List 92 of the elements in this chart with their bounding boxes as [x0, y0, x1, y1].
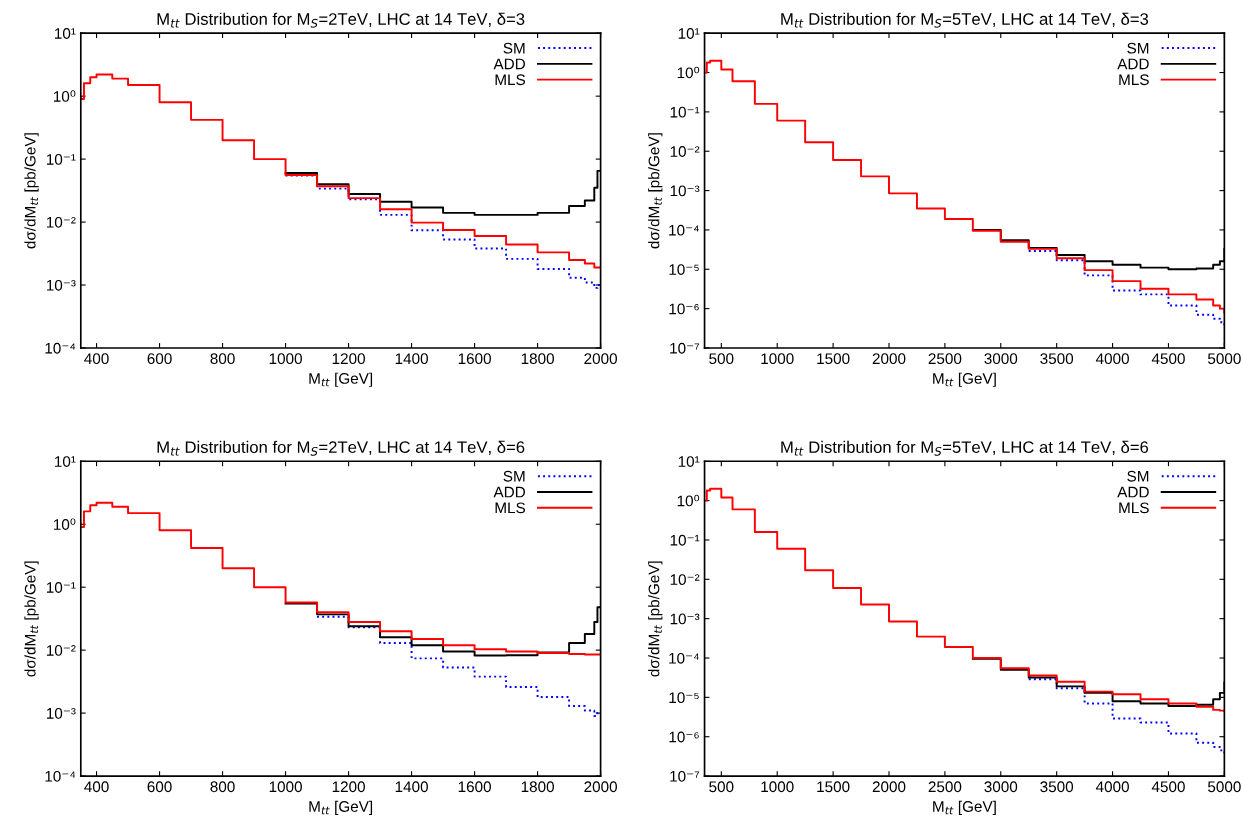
y-tick-label: 10⁻¹ — [46, 582, 76, 593]
x-tick-label: 2000 — [872, 781, 906, 793]
legend-label: SM — [1127, 470, 1149, 482]
y-tick-label: 10⁰ — [53, 518, 76, 530]
x-tick-label: 5000 — [1207, 781, 1241, 793]
x-tick-label: 1400 — [395, 353, 428, 365]
y-tick-label: 10⁻³ — [670, 613, 700, 625]
x-tick-label: 500 — [709, 781, 734, 793]
x-tick-label: 1200 — [332, 781, 365, 793]
x-tick-label: 600 — [147, 781, 172, 793]
x-tick-label: 1800 — [521, 353, 554, 365]
y-tick-label: 10⁻¹ — [670, 534, 700, 546]
x-tick-label: 1800 — [521, 781, 554, 793]
x-tick-label: 1400 — [395, 781, 428, 793]
x-tick-label: 1000 — [269, 781, 302, 793]
y-tick-label: 10⁻⁷ — [670, 770, 700, 782]
legend-label: SM — [503, 42, 525, 54]
y-tick-label: 10¹ — [678, 456, 700, 467]
x-tick-label: 1200 — [332, 353, 365, 365]
y-tick-label: 10⁻¹ — [670, 106, 700, 118]
y-tick-label: 10¹ — [55, 456, 76, 467]
legend-label: SM — [1127, 42, 1149, 54]
chart-title: M$_{tt}$ Distribution for M$_{S}$=2TeV, LHC at 14 TeV, δ=6 — [157, 440, 525, 456]
y-tick-label: 10⁻² — [670, 146, 700, 157]
legend-label: MLS — [495, 74, 526, 86]
y-tick-label: 10⁻⁶ — [669, 303, 699, 315]
y-tick-label: 10¹ — [678, 28, 700, 39]
y-axis-title: dσ/dM$_{tt}$ [pb/GeV] — [648, 561, 663, 677]
y-tick-label: 10⁻⁷ — [670, 342, 700, 354]
x-tick-label: 2000 — [872, 353, 906, 365]
y-tick-label: 10⁻² — [670, 574, 700, 586]
x-tick-label: 800 — [210, 781, 235, 793]
x-tick-label: 3500 — [1040, 781, 1074, 793]
x-axis-title: M$_{tt}$ [GeV] — [309, 372, 373, 387]
legend-label: SM — [503, 470, 525, 482]
y-tick-label: 10⁻⁴ — [45, 342, 76, 354]
x-tick-label: 800 — [210, 353, 235, 365]
x-axis-title: M$_{tt}$ [GeV] — [933, 800, 996, 815]
x-axis-title: M$_{tt}$ [GeV] — [933, 372, 996, 387]
legend-label: ADD — [1117, 486, 1149, 498]
x-tick-label: 2000 — [584, 353, 617, 365]
x-tick-label: 4000 — [1095, 781, 1129, 793]
x-tick-label: 4000 — [1095, 353, 1129, 365]
y-tick-label: 10⁻³ — [670, 185, 700, 197]
x-tick-label: 3000 — [984, 781, 1018, 793]
x-tick-label: 1500 — [817, 353, 850, 365]
x-tick-label: 500 — [709, 353, 734, 365]
legend-label: MLS — [1119, 74, 1149, 86]
x-axis-title: M$_{tt}$ [GeV] — [309, 800, 373, 815]
y-tick-label: 10⁰ — [53, 90, 76, 102]
y-tick-label: 10⁰ — [677, 66, 700, 79]
legend-label: MLS — [495, 502, 526, 514]
x-tick-label: 4500 — [1151, 781, 1185, 793]
x-tick-label: 1600 — [458, 353, 491, 365]
legend-label: ADD — [493, 58, 525, 70]
y-axis-title: dσ/dM$_{tt}$ [pb/GeV] — [648, 133, 663, 249]
y-tick-label: 10⁻⁴ — [45, 770, 76, 782]
x-tick-label: 3000 — [984, 353, 1018, 365]
x-tick-label: 5000 — [1207, 353, 1241, 365]
x-tick-label: 1500 — [817, 781, 850, 793]
y-tick-label: 10⁻⁶ — [669, 731, 699, 743]
chart-title: M$_{tt}$ Distribution for M$_{S}$=5TeV, LHC at 14 TeV, δ=3 — [781, 12, 1149, 28]
y-tick-label: 10⁻⁴ — [669, 652, 699, 664]
x-tick-label: 400 — [84, 781, 109, 793]
y-tick-label: 10⁻³ — [46, 279, 76, 291]
y-axis-title: dσ/dM$_{tt}$ [pb/GeV] — [24, 561, 39, 677]
y-tick-label: 10⁻² — [46, 645, 76, 656]
x-tick-label: 1600 — [458, 781, 491, 793]
legend-label: ADD — [1117, 58, 1149, 70]
x-tick-label: 1000 — [761, 353, 794, 365]
y-axis-title: dσ/dM$_{tt}$ [pb/GeV] — [24, 133, 39, 249]
y-tick-label: 10⁰ — [677, 494, 700, 507]
x-tick-label: 2500 — [928, 781, 962, 793]
y-tick-label: 10⁻⁵ — [669, 692, 699, 704]
x-tick-label: 2500 — [928, 353, 962, 365]
y-tick-label: 10⁻³ — [46, 707, 76, 719]
y-tick-label: 10⁻⁴ — [669, 224, 699, 236]
chart-title: M$_{tt}$ Distribution for M$_{S}$=5TeV, LHC at 14 TeV, δ=6 — [781, 440, 1149, 456]
x-tick-label: 3500 — [1040, 353, 1074, 365]
legend-label: ADD — [493, 486, 525, 498]
y-tick-label: 10⁻² — [46, 216, 76, 228]
x-tick-label: 1000 — [761, 781, 794, 793]
y-tick-label: 10¹ — [55, 28, 76, 39]
x-tick-label: 1000 — [269, 353, 302, 365]
y-tick-label: 10⁻¹ — [46, 153, 76, 165]
x-tick-label: 2000 — [584, 781, 617, 793]
x-tick-label: 600 — [147, 353, 172, 365]
y-tick-label: 10⁻⁵ — [669, 264, 699, 275]
chart-title: M$_{tt}$ Distribution for M$_{S}$=2TeV, LHC at 14 TeV, δ=3 — [157, 12, 525, 28]
x-tick-label: 4500 — [1151, 353, 1185, 365]
x-tick-label: 400 — [84, 353, 109, 365]
legend-label: MLS — [1119, 502, 1149, 514]
